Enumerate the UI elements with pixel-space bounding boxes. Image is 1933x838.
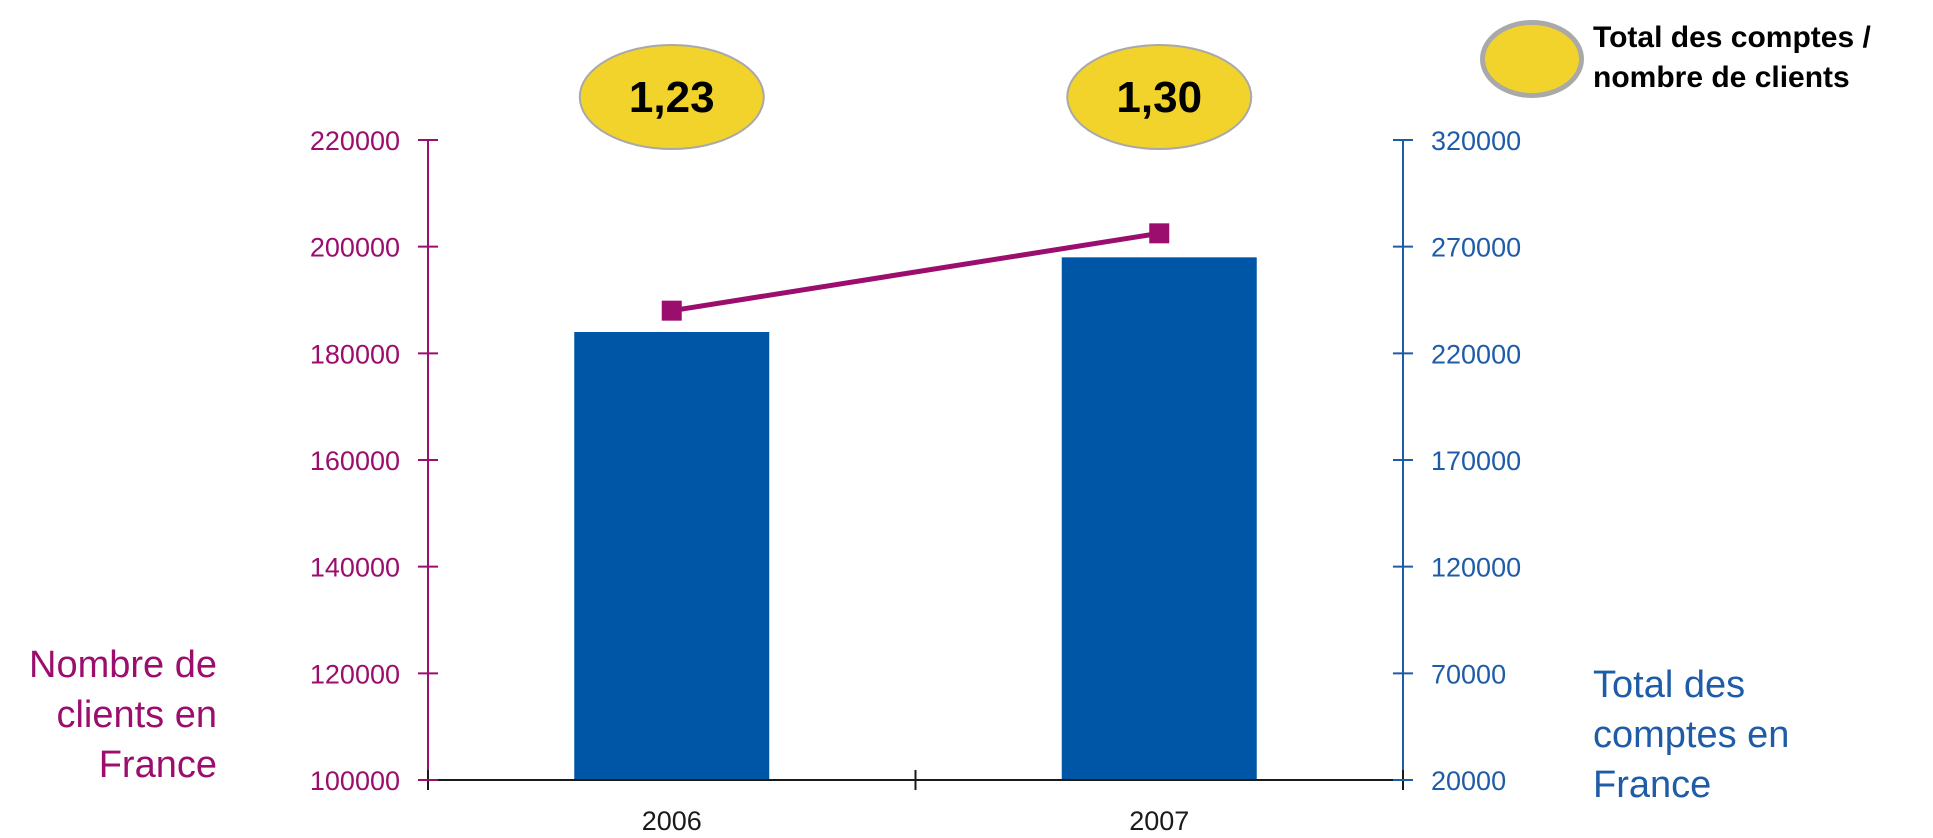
legend: Total des comptes / nombre de clients <box>1480 10 1920 110</box>
y-left-tick-label: 120000 <box>310 659 400 689</box>
bar-2006 <box>574 332 770 780</box>
legend-label: Total des comptes / nombre de clients <box>1593 18 1923 98</box>
ratio-bubble-label: 1,30 <box>1116 73 1202 122</box>
ratio-bubble-label: 1,23 <box>629 73 715 122</box>
line-marker-2006 <box>661 300 682 321</box>
line-clients <box>671 230 1160 314</box>
y-left-tick-label: 220000 <box>310 126 400 156</box>
y-left-tick-label: 160000 <box>310 446 400 476</box>
y-axis-left-label: Nombre de clients en France <box>29 644 217 786</box>
y-right-tick-label: 270000 <box>1431 233 1521 263</box>
legend-swatch-ellipse <box>1480 20 1584 98</box>
ratio-bubble-2007 <box>1066 44 1253 150</box>
y-left-tick-label: 200000 <box>310 233 400 263</box>
y-left-tick-label: 180000 <box>310 339 400 369</box>
y-right-tick-label: 320000 <box>1431 126 1521 156</box>
y-left-tick-label: 140000 <box>310 553 400 583</box>
y-axis-right-label: Total des comptes en France <box>1593 664 1790 806</box>
y-right-tick-label: 170000 <box>1431 446 1521 476</box>
x-tick-label: 2007 <box>1129 806 1189 836</box>
y-right-tick-label: 20000 <box>1431 766 1506 796</box>
legend-label-line2: nombre de clients <box>1593 61 1850 94</box>
x-tick-label: 2006 <box>642 806 702 836</box>
bar-2007 <box>1061 257 1257 780</box>
y-left-tick-label: 100000 <box>310 766 400 796</box>
y-right-tick-label: 70000 <box>1431 659 1506 689</box>
line-marker-2007 <box>1149 223 1170 244</box>
y-right-tick-label: 120000 <box>1431 553 1521 583</box>
legend-label-line1: Total des comptes / <box>1593 21 1871 54</box>
ratio-bubble-2006 <box>578 44 765 150</box>
y-right-tick-label: 220000 <box>1431 339 1521 369</box>
